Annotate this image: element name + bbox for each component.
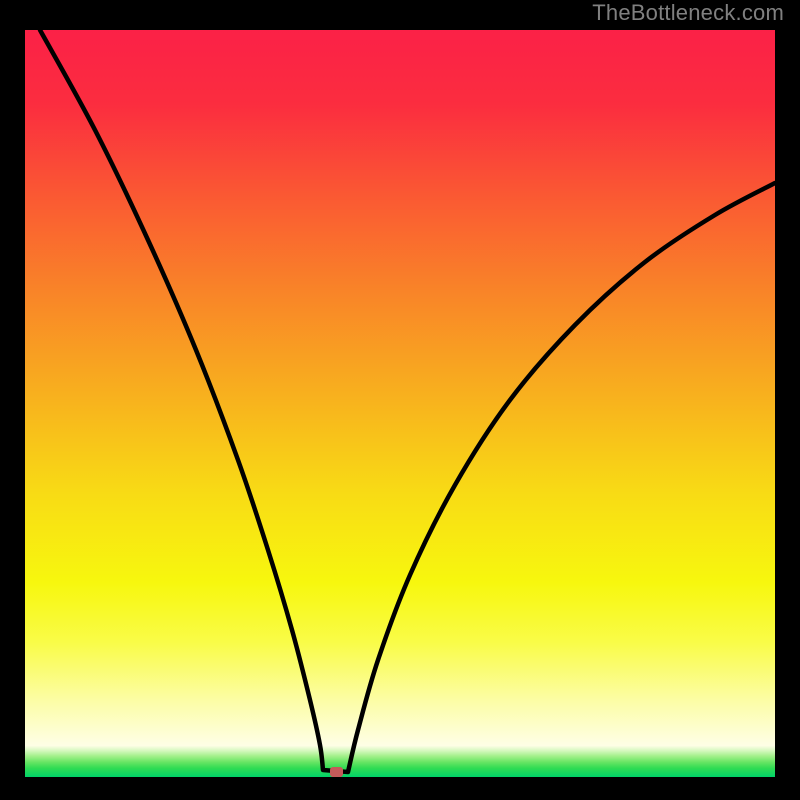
- watermark-text: TheBottleneck.com: [592, 0, 784, 26]
- v-curve: [0, 0, 800, 800]
- valley-minimum-marker: [330, 767, 343, 777]
- chart-stage: TheBottleneck.com: [0, 0, 800, 800]
